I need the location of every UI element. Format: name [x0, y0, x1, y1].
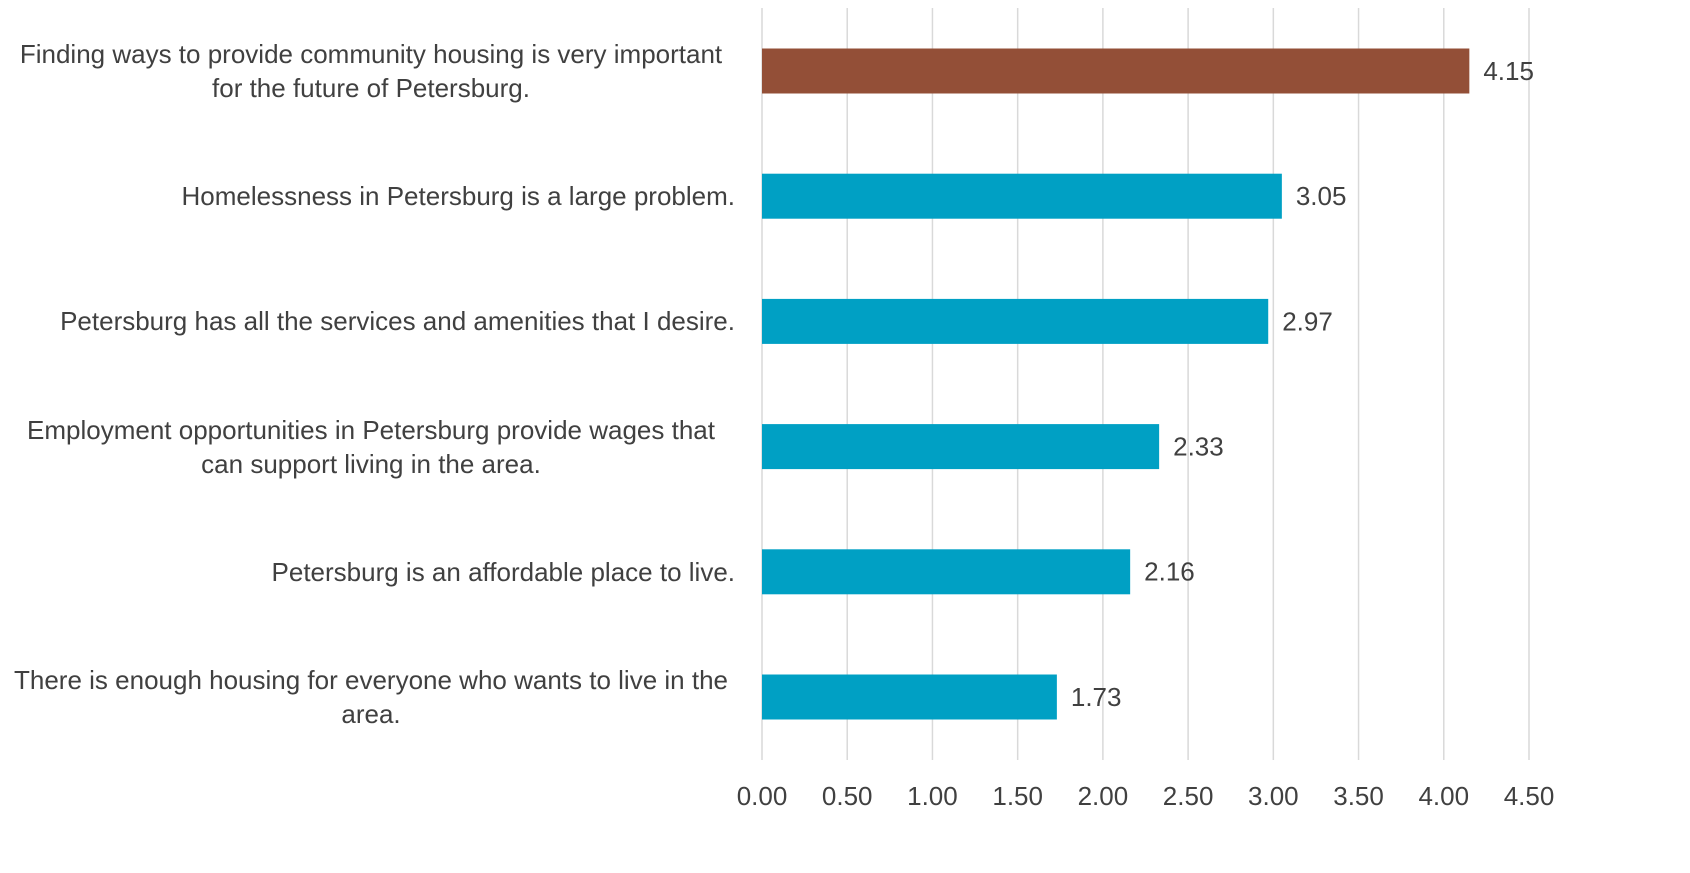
category-label-box: Homelessness in Petersburg is a large pr… [0, 136, 735, 256]
data-label: 3.05 [1296, 181, 1347, 211]
x-tick-label: 2.50 [1163, 781, 1214, 811]
data-label: 2.33 [1173, 431, 1224, 461]
bar [762, 298, 1269, 344]
bar [762, 674, 1057, 720]
bar [762, 173, 1282, 219]
y-tick-label: Petersburg has all the services and amen… [60, 306, 735, 337]
y-tick-label: Petersburg is an affordable place to liv… [271, 556, 735, 587]
y-tick-label: Finding ways to provide community housin… [19, 39, 723, 103]
data-label: 2.16 [1144, 557, 1195, 587]
x-tick-label: 4.00 [1418, 781, 1469, 811]
bar [762, 48, 1470, 94]
data-label: 4.15 [1483, 56, 1534, 86]
y-tick-label: Homelessness in Petersburg is a large pr… [181, 181, 735, 212]
x-tick-label: 0.50 [822, 781, 873, 811]
data-label: 2.97 [1282, 306, 1333, 336]
category-label-box: Finding ways to provide community housin… [0, 11, 735, 131]
x-tick-label: 0.00 [737, 781, 788, 811]
category-label-box: There is enough housing for everyone who… [0, 637, 735, 757]
category-label-box: Employment opportunities in Petersburg p… [0, 387, 735, 507]
x-tick-label: 4.50 [1504, 781, 1555, 811]
x-tick-label: 2.00 [1078, 781, 1129, 811]
x-tick-label: 3.50 [1333, 781, 1384, 811]
x-tick-label: 3.00 [1248, 781, 1299, 811]
y-tick-label: Employment opportunities in Petersburg p… [27, 414, 715, 479]
data-label: 1.73 [1071, 682, 1122, 712]
bar [762, 549, 1131, 595]
bar [762, 424, 1160, 470]
x-tick-label: 1.50 [992, 781, 1043, 811]
category-label-box: Petersburg has all the services and amen… [0, 261, 735, 381]
y-tick-label: There is enough housing for everyone who… [14, 665, 728, 729]
x-tick-label: 1.00 [907, 781, 958, 811]
category-label-box: Petersburg is an affordable place to liv… [0, 512, 735, 632]
